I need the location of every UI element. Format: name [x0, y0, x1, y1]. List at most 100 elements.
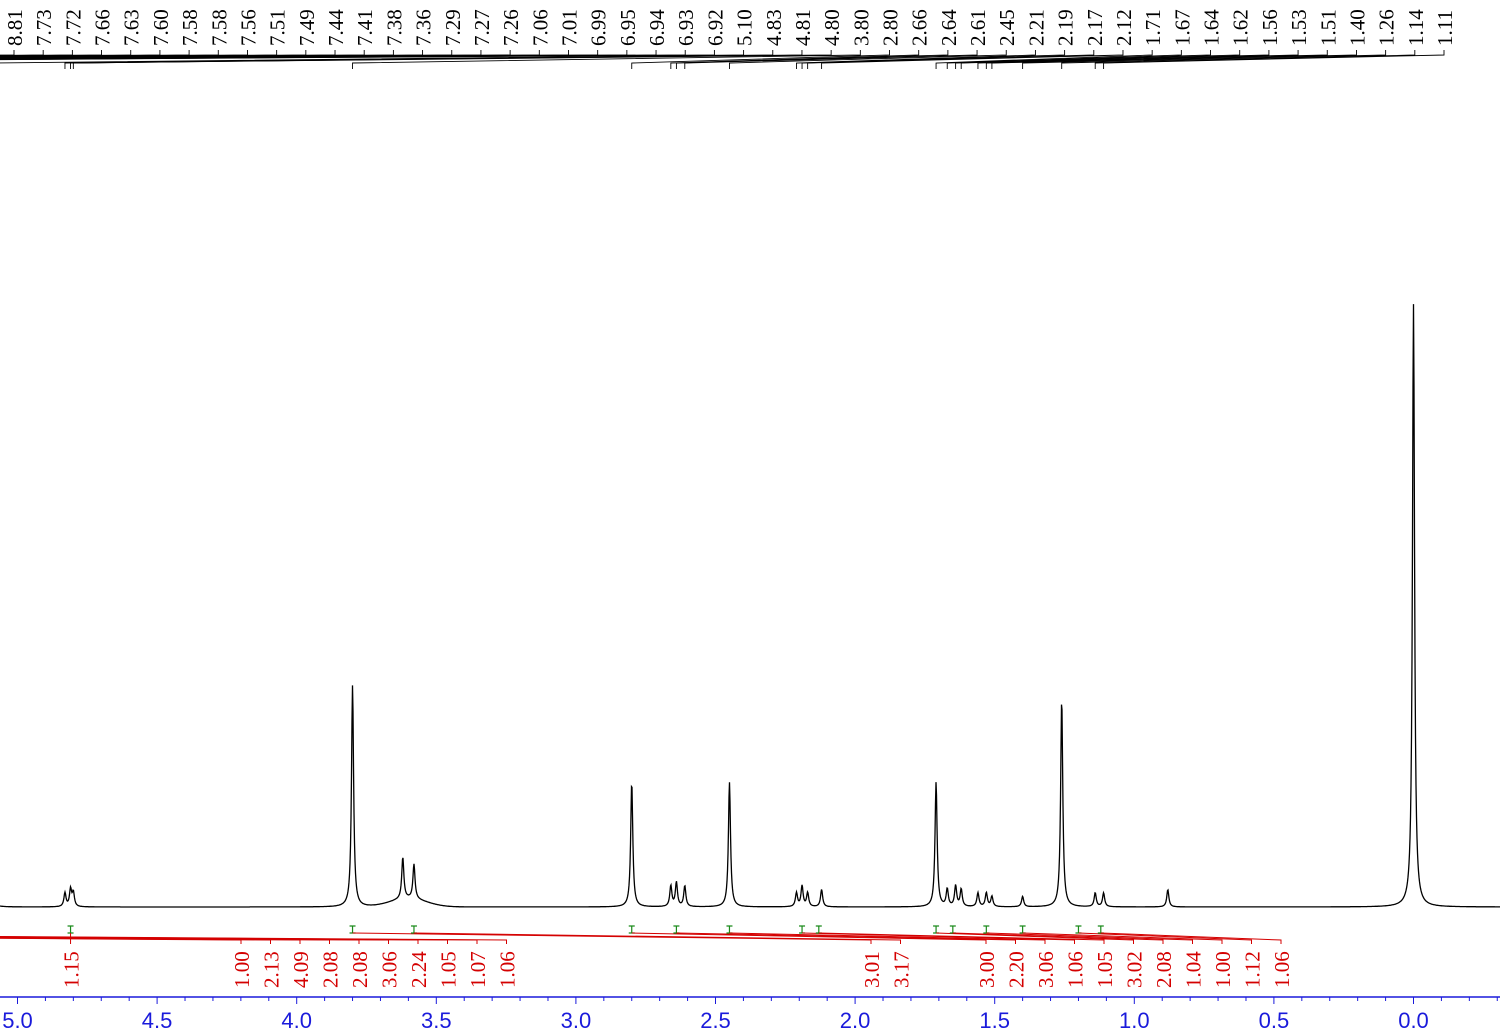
peak-label: 7.01 — [557, 9, 581, 46]
peak-connector — [0, 50, 161, 57]
integral-value: 2.20 — [1005, 951, 1029, 988]
x-tick-label: 1.5 — [979, 1008, 1010, 1030]
peak-label: 6.94 — [645, 9, 669, 46]
peak-connector — [991, 50, 1328, 69]
peak-connector — [960, 50, 1241, 69]
peak-connector — [729, 50, 1007, 69]
peak-connector — [0, 50, 424, 59]
x-tick-label: 0.0 — [1398, 1008, 1429, 1030]
peak-label: 6.99 — [587, 9, 611, 46]
integral-value: 3.17 — [890, 951, 914, 988]
peak-label: 7.49 — [295, 9, 319, 46]
peak-label: 5.10 — [733, 9, 757, 46]
integral-value: 1.05 — [1093, 951, 1117, 988]
x-tick-label: 2.5 — [700, 1008, 731, 1030]
integral-value: 2.08 — [1152, 951, 1176, 988]
integral-connector — [676, 932, 1016, 944]
peak-connector — [631, 50, 890, 69]
peak-connector — [1022, 50, 1357, 69]
peak-label: 7.72 — [61, 9, 85, 46]
peak-label: 7.73 — [32, 9, 56, 46]
integral-connector — [0, 936, 507, 944]
peak-label: 2.66 — [908, 9, 932, 46]
peak-label: 1.51 — [1316, 9, 1340, 46]
integral-value: 1.05 — [437, 951, 461, 988]
integral-mark — [726, 925, 733, 934]
integral-value: 2.05 — [0, 951, 3, 988]
integral-value: 1.00 — [230, 951, 254, 988]
x-tick-label: 3.0 — [561, 1008, 592, 1030]
integral-value: 1.06 — [1064, 951, 1088, 988]
peak-connector — [670, 50, 920, 69]
peak-label: 4.83 — [762, 9, 786, 46]
peak-connector — [0, 50, 394, 59]
peak-label: 1.71 — [1141, 9, 1165, 46]
x-tick-label: 2.0 — [840, 1008, 871, 1030]
integral-connector — [413, 932, 901, 944]
integral-mark — [67, 925, 74, 934]
peak-connector — [0, 50, 453, 59]
x-axis: 9.59.08.58.07.57.06.56.05.55.04.54.03.53… — [0, 996, 1500, 1030]
integral-value: 3.01 — [860, 951, 884, 988]
peak-connector — [0, 50, 103, 57]
integral-value: 1.00 — [1211, 951, 1235, 988]
integral-mark — [349, 925, 356, 934]
peak-connector — [0, 50, 15, 56]
peak-label: 7.66 — [91, 9, 115, 46]
integral-connector — [631, 932, 987, 944]
peak-connector — [0, 50, 307, 58]
peak-label: 7.41 — [353, 9, 377, 46]
peak-connector — [0, 50, 190, 58]
x-tick-label: 0.5 — [1259, 1008, 1290, 1030]
integral-mark — [815, 925, 822, 934]
peak-connector — [0, 50, 248, 58]
peak-connector — [977, 50, 1270, 69]
peak-label: 3.80 — [849, 9, 873, 46]
peak-label: 1.26 — [1375, 9, 1399, 46]
peak-label: 2.21 — [1024, 9, 1048, 46]
peak-connector — [0, 50, 336, 59]
integral-layer: 1.011.002.134.092.082.083.062.241.051.07… — [0, 925, 1294, 988]
integral-connector — [986, 932, 1193, 944]
x-tick-label: 5.0 — [2, 1008, 33, 1030]
peak-label: 1.62 — [1229, 9, 1253, 46]
peak-label: 2.17 — [1083, 9, 1107, 46]
peak-label: 7.60 — [149, 9, 173, 46]
peak-connector — [821, 50, 1124, 69]
peak-label: 1.64 — [1200, 9, 1224, 46]
integral-connector — [802, 932, 1075, 944]
peak-label: 2.80 — [879, 9, 903, 46]
peak-label: 6.93 — [674, 9, 698, 46]
peak-connector — [0, 50, 745, 64]
integral-connector — [936, 932, 1134, 944]
peak-connector — [796, 50, 1036, 69]
integral-mark — [628, 925, 635, 934]
peak-label: 1.53 — [1287, 9, 1311, 46]
peak-connector — [0, 50, 540, 60]
peak-label: 1.56 — [1258, 9, 1282, 46]
peak-label: 8.81 — [3, 9, 27, 46]
peak-connector — [675, 50, 949, 69]
integral-mark — [983, 925, 990, 934]
peak-label: 2.64 — [937, 9, 961, 46]
integral-mark — [933, 925, 940, 934]
peak-label: 2.12 — [1112, 9, 1136, 46]
peak-label: 7.27 — [470, 9, 494, 46]
x-tick-label: 3.5 — [421, 1008, 452, 1030]
peak-connector — [684, 50, 978, 69]
peak-connector — [0, 50, 132, 57]
peak-label: 7.44 — [324, 9, 348, 46]
integral-mark — [949, 925, 956, 934]
peak-connector — [1103, 50, 1445, 69]
integral-connector — [818, 932, 1105, 944]
peak-label: 4.81 — [791, 9, 815, 46]
peak-connector — [0, 50, 73, 57]
integral-value: 2.13 — [260, 951, 284, 988]
integral-mark — [673, 925, 680, 934]
peak-label: 1.14 — [1404, 9, 1428, 46]
peak-label: 7.29 — [441, 9, 465, 46]
integral-value: 3.06 — [378, 951, 402, 988]
peak-label: 7.58 — [207, 9, 231, 46]
peak-connector — [807, 50, 1095, 69]
